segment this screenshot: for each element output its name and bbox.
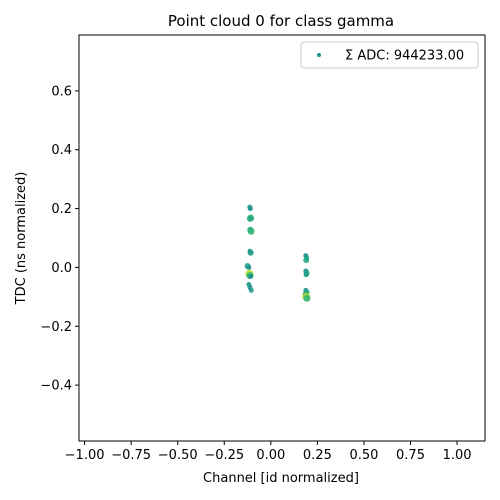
x-tick-label: 0.75 — [396, 448, 425, 463]
data-point — [246, 264, 252, 270]
axes-frame — [78, 34, 486, 442]
x-tick-label: 0.25 — [303, 448, 332, 463]
x-tick-label: 0.00 — [256, 448, 285, 463]
data-point — [248, 273, 254, 279]
y-tick-label: 0.6 — [51, 84, 72, 99]
x-tick-label: −0.75 — [111, 448, 151, 463]
data-points — [244, 204, 311, 302]
data-point — [303, 272, 309, 278]
legend-box — [300, 41, 479, 69]
legend: Σ ADC: 944233.00 — [300, 41, 479, 69]
y-tick-label: 0.0 — [51, 261, 72, 276]
x-axis: −1.00 −0.75 −0.50 −0.25 0.00 0.25 0.50 0.75 1.00 — [65, 441, 472, 463]
data-point — [247, 206, 253, 212]
y-tick-label: −0.4 — [40, 379, 72, 394]
data-point — [303, 257, 310, 264]
data-point — [246, 215, 253, 222]
chart-title: Point cloud 0 for class gamma — [168, 12, 394, 30]
y-tick-label: 0.4 — [51, 143, 72, 158]
plot-area: −1.00 −0.75 −0.50 −0.25 0.00 0.25 0.50 0.75 1.00… — [40, 34, 486, 463]
x-tick-label: 1.00 — [443, 448, 472, 463]
x-tick-label: −0.25 — [204, 448, 244, 463]
y-axis-label: TDC (ns normalized) — [14, 172, 29, 306]
y-axis: −0.4 −0.2 0.0 0.2 0.4 0.6 — [40, 84, 79, 394]
x-axis-label: Channel [id normalized] — [203, 471, 359, 486]
x-tick-label: −1.00 — [65, 448, 105, 463]
legend-marker — [317, 53, 321, 57]
x-tick-label: 0.50 — [349, 448, 378, 463]
data-point — [247, 249, 254, 256]
data-point — [248, 287, 254, 293]
y-tick-label: 0.2 — [51, 202, 72, 217]
legend-label: Σ ADC: 944233.00 — [345, 49, 464, 64]
data-point — [247, 227, 255, 235]
x-tick-label: −0.50 — [158, 448, 198, 463]
y-tick-label: −0.2 — [40, 320, 72, 335]
data-point — [303, 294, 311, 302]
